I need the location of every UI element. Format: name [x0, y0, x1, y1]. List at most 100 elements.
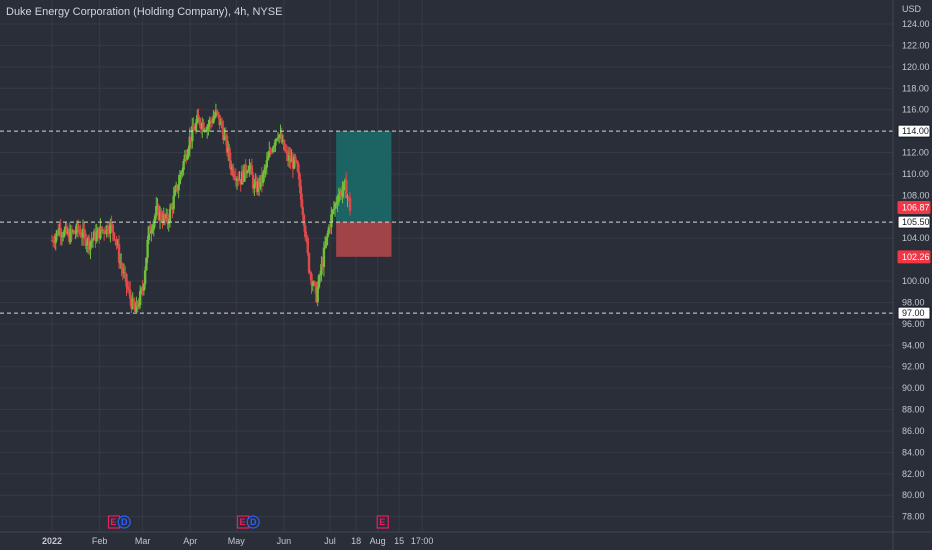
- candle-body: [203, 129, 206, 131]
- candle-body: [237, 178, 240, 181]
- candle-body: [70, 229, 74, 233]
- candle-body: [182, 161, 185, 170]
- dividend-event-marker[interactable]: [117, 515, 131, 529]
- candle-body: [191, 126, 194, 142]
- candle-body: [290, 158, 293, 163]
- candle-body: [270, 151, 273, 153]
- candle-body: [311, 284, 314, 286]
- candle-body: [93, 231, 96, 239]
- candle-body: [305, 236, 308, 239]
- candle-body: [318, 274, 322, 276]
- candle-body: [220, 121, 224, 129]
- candle-body: [143, 270, 147, 285]
- currency-label: USD: [902, 4, 922, 14]
- candle-body: [202, 122, 205, 130]
- candle-body: [120, 262, 123, 268]
- candle-body: [316, 287, 319, 303]
- candle-body: [295, 160, 298, 162]
- candle-body: [284, 149, 287, 152]
- candle-body: [208, 119, 211, 125]
- candle-body: [105, 225, 108, 234]
- target-zone[interactable]: [336, 131, 392, 223]
- candle-body: [188, 136, 192, 149]
- candle-body: [199, 125, 203, 129]
- candle-body: [214, 110, 218, 117]
- candle-body: [250, 165, 254, 176]
- candle-body: [204, 129, 208, 131]
- candle-body: [153, 215, 157, 222]
- candle-body: [160, 211, 163, 220]
- candle-body: [253, 184, 256, 189]
- price-tick-label: 78.00: [902, 512, 925, 522]
- price-tick-label: 110.00: [902, 169, 929, 179]
- earnings-event-marker[interactable]: [376, 515, 389, 529]
- candle-body: [52, 240, 55, 243]
- candle-body: [126, 286, 129, 289]
- candle-body: [76, 223, 80, 230]
- stop-zone[interactable]: [336, 222, 392, 257]
- dividend-event-marker[interactable]: [246, 515, 260, 529]
- candle-body: [294, 156, 297, 161]
- candle-body: [54, 235, 57, 243]
- candle-body: [132, 298, 136, 308]
- time-tick-label: Mar: [135, 536, 151, 546]
- candle-body: [249, 165, 252, 167]
- candle-body: [228, 147, 231, 161]
- candle-body: [243, 164, 246, 182]
- candle-body: [274, 139, 277, 146]
- price-label-box: [897, 306, 931, 320]
- candle-body: [292, 156, 296, 169]
- candle-body: [112, 232, 116, 240]
- candle-body: [198, 118, 201, 126]
- candle-body: [321, 263, 324, 268]
- candle-body: [81, 228, 85, 238]
- candle-body: [258, 180, 261, 188]
- candle-body: [268, 151, 271, 157]
- time-tick-label: 18: [351, 536, 361, 546]
- candle-body: [233, 176, 236, 178]
- candle-body: [328, 227, 332, 229]
- candle-body: [157, 205, 160, 220]
- candle-body: [109, 221, 112, 234]
- candle-body: [138, 291, 142, 306]
- candle-body: [73, 230, 76, 234]
- time-tick-label: 17:00: [411, 536, 434, 546]
- candle-body: [273, 145, 276, 148]
- candle-body: [312, 282, 316, 285]
- candle-body: [167, 222, 170, 224]
- candle-body: [97, 228, 101, 239]
- candle-body: [91, 238, 95, 241]
- candle-body: [84, 233, 87, 246]
- candle-body: [115, 239, 118, 245]
- price-tick-label: 122.00: [902, 40, 930, 50]
- candle-body: [58, 228, 61, 235]
- candle-body: [232, 167, 235, 177]
- earnings-event-label: E: [239, 517, 245, 527]
- candle-body: [301, 207, 305, 215]
- candle-body: [286, 152, 290, 161]
- candle-body: [110, 221, 113, 225]
- candle-body: [193, 129, 196, 131]
- candle-body: [86, 237, 90, 245]
- candle-body: [173, 189, 177, 196]
- price-label-text: 97.00: [902, 308, 925, 318]
- candle-body: [235, 178, 239, 181]
- candle-body: [189, 136, 193, 142]
- candle-body: [213, 116, 216, 119]
- candle-body: [255, 181, 259, 192]
- candle-body: [300, 193, 303, 208]
- candle-body: [248, 165, 251, 171]
- candle-body: [63, 229, 66, 237]
- price-tick-label: 104.00: [902, 233, 930, 243]
- candle-body: [146, 239, 149, 258]
- title-separator: ,: [246, 6, 253, 18]
- candle-body: [151, 229, 154, 232]
- symbol-title[interactable]: Duke Energy Corporation (Holding Company…: [6, 6, 282, 18]
- dividend-event-label: D: [250, 517, 257, 527]
- candle-body: [299, 179, 302, 194]
- candle-body: [171, 206, 174, 210]
- candle-body: [322, 247, 326, 268]
- candle-body: [57, 230, 60, 235]
